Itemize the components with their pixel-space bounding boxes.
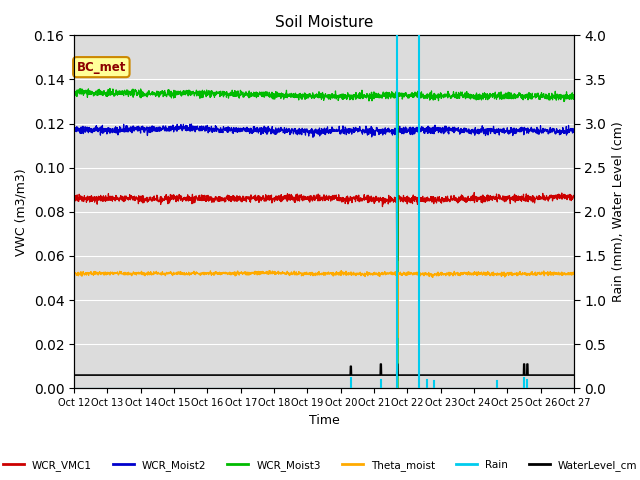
Legend: WCR_VMC1, WCR_Moist2, WCR_Moist3, Theta_moist, Rain, WaterLevel_cm: WCR_VMC1, WCR_Moist2, WCR_Moist3, Theta_… [0,456,640,475]
Y-axis label: VWC (m3/m3): VWC (m3/m3) [15,168,28,256]
X-axis label: Time: Time [308,414,339,427]
Text: BC_met: BC_met [77,60,126,73]
Y-axis label: Rain (mm), Water Level (cm): Rain (mm), Water Level (cm) [612,121,625,302]
Title: Soil Moisture: Soil Moisture [275,15,373,30]
